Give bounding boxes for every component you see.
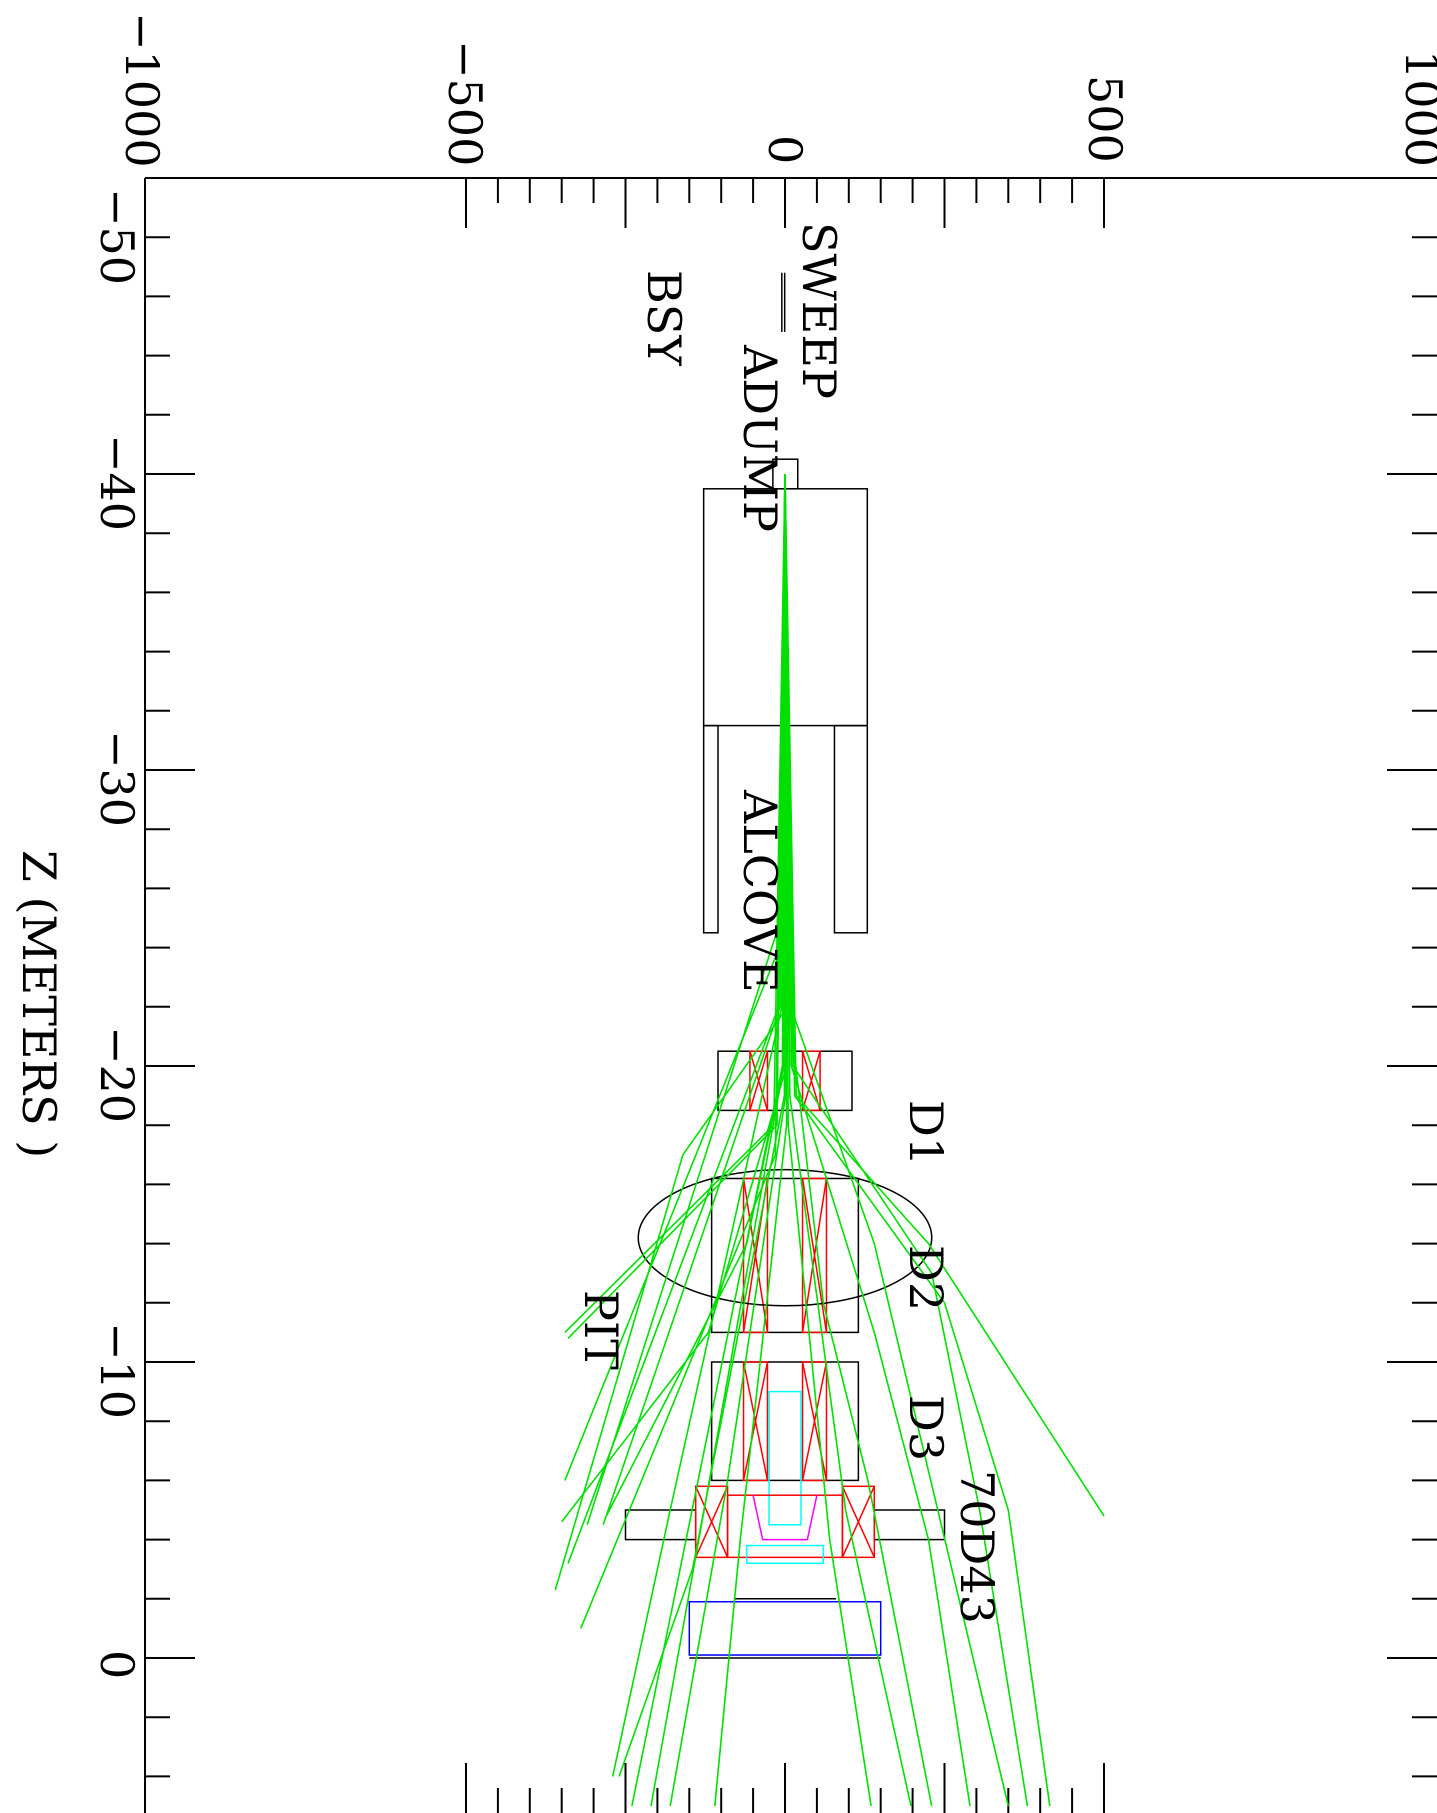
x-tick-label-4: 500 (1078, 75, 1132, 163)
d43-core (726, 1494, 844, 1559)
d43-cyan-strip (745, 1544, 825, 1565)
particle-track-23 (784, 473, 1010, 1807)
z-tick-label-6: 0 (90, 1650, 144, 1680)
d3-iron (710, 1361, 860, 1482)
d1-coil-right-diag-b (801, 1050, 821, 1111)
d43-coil-left-diag-b (694, 1486, 729, 1558)
z-tick-label-2: −40 (90, 434, 144, 532)
d2-label: D2 (899, 1245, 953, 1312)
z-axis-title: Z (METERS ) (12, 850, 66, 1159)
d3-cyan-insert (768, 1390, 802, 1526)
z-tick-label-5: −10 (90, 1322, 144, 1420)
pit-ellipse (637, 1168, 933, 1307)
particle-track-22 (564, 473, 786, 1481)
d43-magenta-profile (752, 1495, 818, 1541)
particle-track-14 (784, 473, 872, 1807)
pit-label: PIT (574, 1290, 628, 1370)
d3-coil-left-diag-b (742, 1361, 769, 1481)
particle-track-3 (567, 473, 786, 1564)
particle-track-10 (618, 473, 786, 1777)
d43-arm-right (873, 1509, 946, 1541)
d1-coil-left-diag-b (749, 1050, 769, 1111)
particle-track-18 (784, 473, 1051, 1807)
d2-coil-right (801, 1177, 828, 1334)
z-tick-label-3: −30 (90, 730, 144, 828)
x-tick-label-1: −1000 (115, 12, 169, 168)
x-tick-label-5: 1000 (1395, 50, 1437, 168)
z-tick-label-1: −50 (90, 188, 144, 286)
z-tick-label-4: −20 (90, 1026, 144, 1124)
x-tick-label-3: 0 (758, 135, 812, 165)
tick-marks (145, 177, 1437, 1813)
alcove-label: ALCOVE (733, 790, 787, 993)
adump-label: ADUMP (733, 345, 787, 532)
alcove-wall-right (833, 724, 869, 934)
bsy-label: BSY (637, 270, 691, 366)
particle-track-4 (605, 473, 786, 1517)
particle-tracks (554, 473, 1105, 1807)
d3-coil-right-diag-b (801, 1361, 828, 1481)
d3-coil-left (742, 1361, 769, 1482)
particle-track-1 (611, 473, 786, 1777)
d3-coil-right (801, 1361, 828, 1482)
d43-coil-right-diag-b (841, 1486, 876, 1558)
d43-label: 70D43 (950, 1470, 1004, 1624)
particle-track-24 (784, 473, 933, 1807)
d1-label: D1 (899, 1100, 953, 1167)
detector-block (688, 1601, 882, 1656)
particle-track-19 (784, 473, 1105, 1517)
d3-label: D3 (899, 1395, 953, 1462)
alcove-wall-left (702, 724, 719, 934)
sweep-label: SWEEP (792, 222, 846, 399)
x-tick-label-2: −500 (438, 40, 492, 167)
d43-arm-left (624, 1509, 697, 1541)
d2-iron (710, 1177, 860, 1334)
